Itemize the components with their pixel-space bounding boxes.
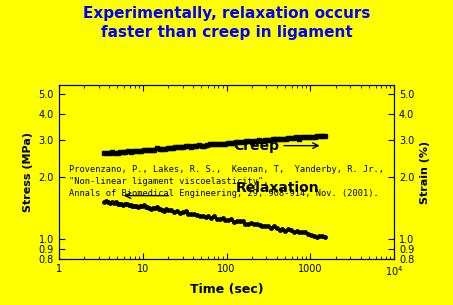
X-axis label: Time (sec): Time (sec) xyxy=(190,283,263,296)
Text: Relaxation: Relaxation xyxy=(236,181,320,195)
Text: Creep: Creep xyxy=(233,139,279,153)
Text: Provenzano, P., Lakes, R. S.,  Keenan, T,  Yanderby, R. Jr.,
"Non-linear ligamen: Provenzano, P., Lakes, R. S., Keenan, T,… xyxy=(69,165,384,198)
Y-axis label: Stress (MPa): Stress (MPa) xyxy=(23,132,33,212)
Text: Experimentally, relaxation occurs
faster than creep in ligament: Experimentally, relaxation occurs faster… xyxy=(83,6,370,40)
Y-axis label: Strain (%): Strain (%) xyxy=(420,141,430,204)
